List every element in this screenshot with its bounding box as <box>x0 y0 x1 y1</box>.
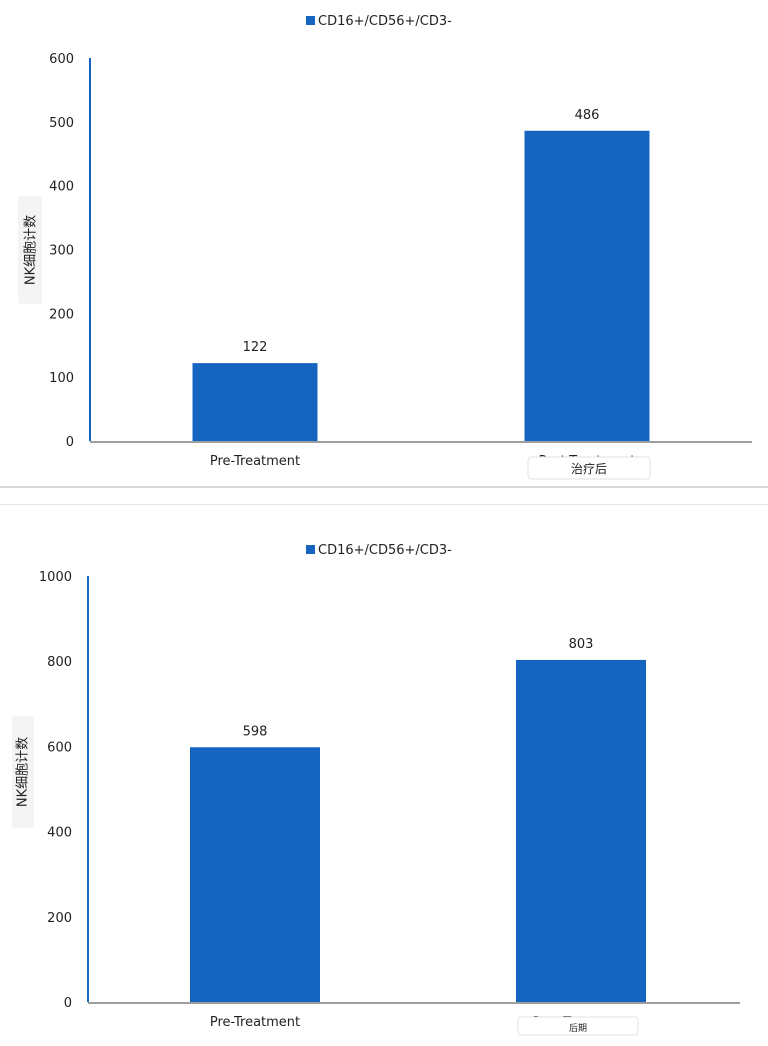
y-tick-label: 600 <box>47 740 72 755</box>
y-axis-label-box <box>12 716 34 828</box>
data-label: 803 <box>569 637 594 652</box>
y-axis-label: NK细胞计数 <box>16 737 31 807</box>
x-tick-label: Pre-Treatment <box>210 1015 300 1030</box>
bar <box>192 363 318 441</box>
bar <box>516 659 646 1002</box>
data-label: 598 <box>243 724 268 739</box>
bar <box>190 747 320 1002</box>
legend-swatch <box>306 16 315 25</box>
panel-divider <box>0 486 768 488</box>
chart-pre-post-1: CD16+/CD56+/CD3- 0 100 200 300 400 500 600 NK细胞计… <box>0 0 768 488</box>
y-tick-label: 0 <box>66 435 74 450</box>
y-tick-label: 300 <box>49 244 74 259</box>
translation-overlay-label: 后期 <box>569 1023 587 1034</box>
panel-divider-light <box>0 504 768 505</box>
translation-overlay-box <box>527 456 651 480</box>
chart-svg-2: CD16+/CD56+/CD3- 0 200 400 600 800 1000 NK细胞计数 5… <box>12 543 740 1036</box>
translation-overlay-box <box>517 1016 639 1036</box>
y-tick-label: 100 <box>49 371 74 386</box>
y-tick-label: 1000 <box>39 570 72 585</box>
chart-svg-1: CD16+/CD56+/CD3- 0 100 200 300 400 500 600 NK细胞计… <box>18 14 752 480</box>
y-tick-label: 500 <box>49 116 74 131</box>
y-tick-label: 400 <box>49 180 74 195</box>
legend-label: CD16+/CD56+/CD3- <box>318 543 452 558</box>
data-label: 486 <box>575 108 600 123</box>
y-tick-label: 200 <box>47 911 72 926</box>
chart-pre-post-2: CD16+/CD56+/CD3- 0 200 400 600 800 1000 NK细胞计数 5… <box>0 508 768 1046</box>
bar <box>524 130 650 441</box>
y-tick-label: 400 <box>47 826 72 841</box>
data-label: 122 <box>243 340 268 355</box>
y-axis-label-box <box>18 196 42 304</box>
y-tick-label: 0 <box>64 996 72 1011</box>
legend-label: CD16+/CD56+/CD3- <box>318 14 452 29</box>
x-tick-label: Pre-Treatment <box>210 454 300 469</box>
translation-overlay-label: 治疗后 <box>571 462 607 476</box>
legend-swatch <box>306 545 315 554</box>
y-tick-label: 600 <box>49 52 74 67</box>
y-axis-label: NK细胞计数 <box>24 215 39 285</box>
y-tick-label: 800 <box>47 655 72 670</box>
y-tick-label: 200 <box>49 307 74 322</box>
